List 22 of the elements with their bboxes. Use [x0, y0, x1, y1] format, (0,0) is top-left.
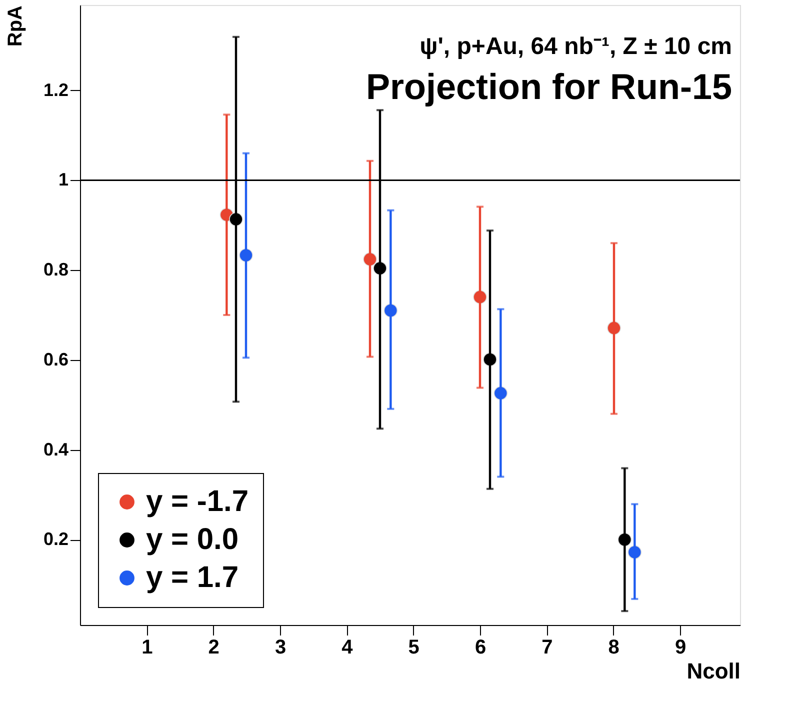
- y-axis-title: RpA: [4, 6, 26, 47]
- y-tick-label: 0.6: [43, 349, 68, 370]
- annotation: Projection for Run-15: [366, 66, 732, 107]
- legend-label: y = 0.0: [146, 523, 239, 556]
- x-tick-label: 3: [274, 636, 286, 658]
- y-tick-label: 0.8: [43, 260, 68, 280]
- x-tick-label: 9: [674, 636, 686, 658]
- x-tick-label: 7: [542, 636, 553, 658]
- x-tick-label: 6: [474, 636, 486, 658]
- y-tick-label: 1: [58, 170, 68, 190]
- annotation: ψ', p+Au, 64 nb⁻¹, Z ± 10 cm: [420, 33, 732, 60]
- legend-label: y = -1.7: [146, 485, 249, 518]
- y-tick-label: 0.2: [43, 529, 68, 550]
- x-axis-title: Ncoll: [686, 658, 740, 684]
- y-tick-label: 0.4: [43, 439, 68, 460]
- x-tick-label: 5: [408, 636, 420, 658]
- legend-label: y = 1.7: [146, 561, 239, 594]
- x-tick-label: 1: [142, 636, 153, 658]
- x-tick-label: 2: [208, 636, 220, 658]
- x-tick-label: 4: [342, 636, 354, 658]
- y-tick-label: 1.2: [43, 80, 68, 100]
- x-tick-label: 8: [608, 636, 620, 658]
